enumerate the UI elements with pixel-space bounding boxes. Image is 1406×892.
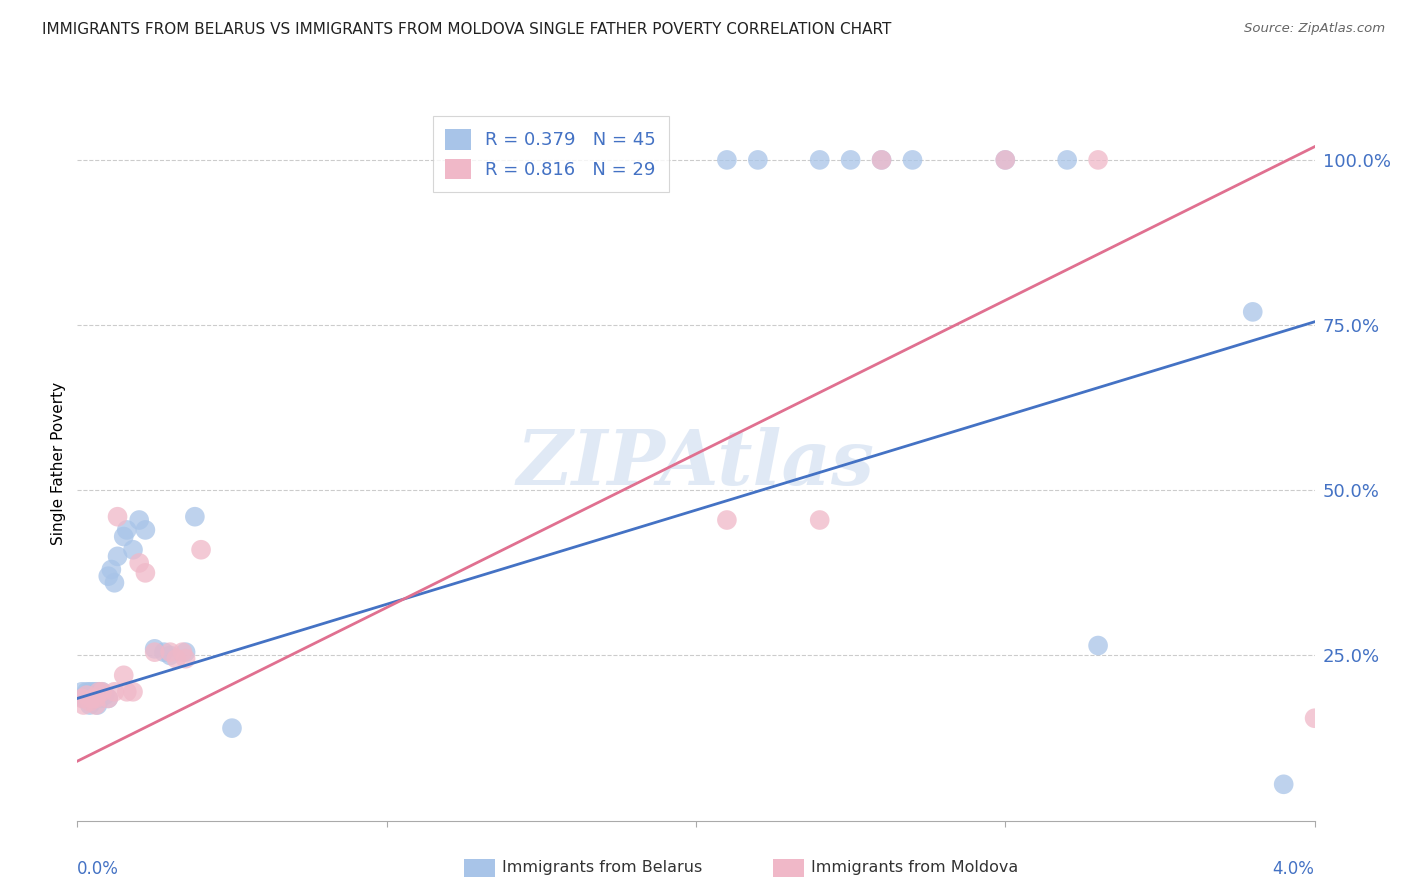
Point <box>901 153 924 167</box>
Point <box>107 509 129 524</box>
Point <box>184 509 207 524</box>
Text: 0.0%: 0.0% <box>77 860 120 878</box>
Point <box>174 645 197 659</box>
Point <box>870 153 893 167</box>
Point <box>1056 153 1078 167</box>
Point <box>134 566 156 580</box>
Point <box>82 691 104 706</box>
Point <box>115 685 138 699</box>
Point <box>84 698 107 712</box>
Text: Immigrants from Moldova: Immigrants from Moldova <box>811 861 1018 875</box>
Text: 4.0%: 4.0% <box>1272 860 1315 878</box>
Point <box>91 685 114 699</box>
Point <box>839 153 862 167</box>
Point <box>75 691 96 706</box>
Point <box>716 153 738 167</box>
Point <box>165 652 187 666</box>
Point <box>134 523 156 537</box>
Point <box>128 513 150 527</box>
Point <box>76 688 98 702</box>
Text: Source: ZipAtlas.com: Source: ZipAtlas.com <box>1244 22 1385 36</box>
Point <box>84 691 107 706</box>
Point <box>72 691 94 706</box>
Point <box>103 575 125 590</box>
Point <box>159 648 181 663</box>
Point <box>94 688 117 702</box>
Point <box>1241 305 1264 319</box>
Y-axis label: Single Father Poverty: Single Father Poverty <box>51 383 66 545</box>
Point <box>79 698 101 712</box>
Point <box>1087 639 1109 653</box>
Point <box>103 685 125 699</box>
Point <box>80 691 103 706</box>
Point <box>994 153 1017 167</box>
Point <box>72 698 94 712</box>
Point <box>808 153 831 167</box>
Point <box>91 685 114 699</box>
Point <box>112 529 135 543</box>
Point <box>870 153 893 167</box>
Text: Immigrants from Belarus: Immigrants from Belarus <box>502 861 702 875</box>
Point <box>79 695 101 709</box>
Point <box>70 685 93 699</box>
Point <box>97 569 120 583</box>
Point <box>122 685 145 699</box>
Point <box>159 645 181 659</box>
Point <box>221 721 243 735</box>
Point <box>90 691 112 706</box>
Point <box>97 691 120 706</box>
Point <box>153 645 176 659</box>
Point <box>143 645 166 659</box>
Point <box>172 645 194 659</box>
Point <box>128 556 150 570</box>
Point <box>1272 777 1295 791</box>
Point <box>76 688 98 702</box>
Point <box>79 685 101 699</box>
Point <box>82 691 104 706</box>
Point <box>77 691 100 706</box>
Text: IMMIGRANTS FROM BELARUS VS IMMIGRANTS FROM MOLDOVA SINGLE FATHER POVERTY CORRELA: IMMIGRANTS FROM BELARUS VS IMMIGRANTS FR… <box>42 22 891 37</box>
Point <box>87 685 110 699</box>
Point <box>87 685 110 699</box>
Point <box>1303 711 1326 725</box>
Point <box>808 513 831 527</box>
Legend: R = 0.379   N = 45, R = 0.816   N = 29: R = 0.379 N = 45, R = 0.816 N = 29 <box>433 116 668 192</box>
Point <box>86 698 108 712</box>
Point <box>716 513 738 527</box>
Point <box>100 563 122 577</box>
Point <box>107 549 129 564</box>
Point <box>994 153 1017 167</box>
Point <box>174 652 197 666</box>
Point <box>84 691 107 706</box>
Point <box>122 542 145 557</box>
Point <box>76 685 98 699</box>
Point <box>1087 153 1109 167</box>
Point <box>112 668 135 682</box>
Point <box>115 523 138 537</box>
Point <box>82 685 104 699</box>
Point <box>190 542 212 557</box>
Text: ZIPAtlas: ZIPAtlas <box>517 427 875 500</box>
Point <box>143 641 166 656</box>
Point <box>70 691 93 706</box>
Point <box>84 685 107 699</box>
Point <box>97 691 120 706</box>
Point <box>747 153 769 167</box>
